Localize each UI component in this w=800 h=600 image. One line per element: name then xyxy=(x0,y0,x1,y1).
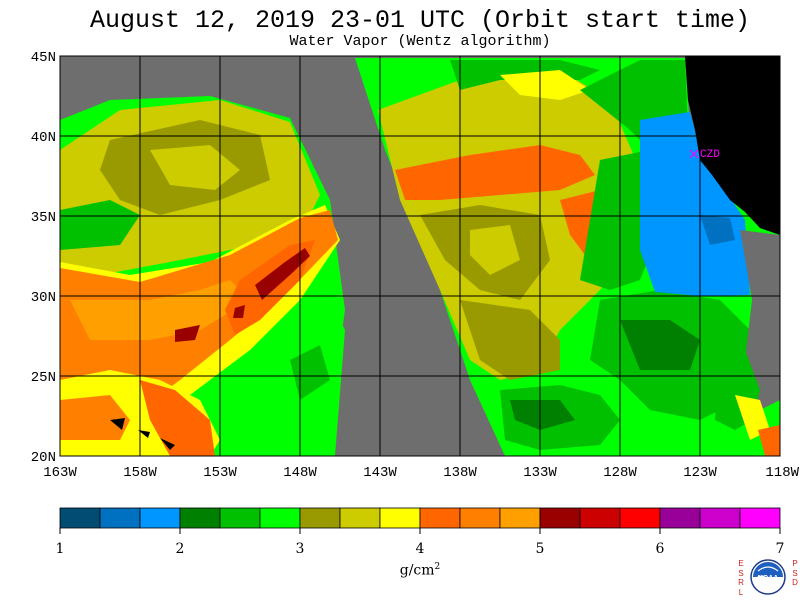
lon-axis: 163W 158W 153W 148W 143W 138W 133W 128W 123W 118W xyxy=(43,465,799,481)
map-frame xyxy=(59,55,781,457)
colorbar-tick-label: 7 xyxy=(776,541,785,557)
lon-tick-label: 148W xyxy=(283,465,317,481)
lat-axis: 45N 40N 35N 30N 25N 20N xyxy=(31,50,56,466)
colorbar-swatch xyxy=(99,507,141,529)
lat-tick-label: 30N xyxy=(31,290,56,306)
colorbar-tick-label: 1 xyxy=(56,541,65,557)
colorbar-swatch xyxy=(259,507,301,529)
colorbar-tick-label: 2 xyxy=(176,541,185,557)
colorbar-swatch xyxy=(459,507,501,529)
colorbar-swatch xyxy=(139,507,181,529)
lat-tick-label: 45N xyxy=(31,50,56,66)
colorbar-ticks: 1 2 3 4 5 6 7 xyxy=(56,528,785,557)
lon-tick-label: 143W xyxy=(363,465,397,481)
colorbar-swatch xyxy=(179,507,221,529)
psd-letter: D xyxy=(792,578,798,587)
colorbar-swatch xyxy=(379,507,421,529)
lat-tick-label: 40N xyxy=(31,130,56,146)
esrl-letter: E xyxy=(738,559,744,568)
lon-tick-label: 133W xyxy=(523,465,557,481)
esrl-letter: R xyxy=(738,578,744,587)
station-icon xyxy=(689,149,699,159)
colorbar-swatch xyxy=(219,507,261,529)
esrl-letter: L xyxy=(738,587,744,597)
station-label: CZD xyxy=(700,149,720,161)
colorbar-swatch xyxy=(699,507,741,529)
esrl-letter: S xyxy=(738,568,744,578)
colorbar-swatch xyxy=(59,507,101,529)
lon-tick-label: 153W xyxy=(203,465,237,481)
colorbar-tick-label: 6 xyxy=(656,541,665,557)
lat-tick-label: 20N xyxy=(31,450,56,466)
lat-tick-label: 35N xyxy=(31,210,56,226)
colorbar-unit: g/cm2 xyxy=(399,562,441,579)
colorbar-swatch xyxy=(499,507,541,529)
map-title: August 12, 2019 23-01 UTC (Orbit start t… xyxy=(89,6,751,35)
psd-letter: S xyxy=(792,568,798,578)
colorbar-tick-label: 5 xyxy=(536,541,545,557)
colorbar-swatch xyxy=(539,507,581,529)
lat-tick-label: 25N xyxy=(31,370,56,386)
colorbar-swatch xyxy=(619,507,661,529)
colorbar-tick-label: 4 xyxy=(416,541,425,557)
noaa-logo-text: NOAA xyxy=(758,575,779,582)
psd-letter: P xyxy=(792,559,798,568)
lon-tick-label: 128W xyxy=(603,465,637,481)
colorbar-swatch xyxy=(579,507,621,529)
colorbar-tick-label: 3 xyxy=(296,541,305,557)
colorbar-swatch xyxy=(419,507,461,529)
lon-tick-label: 163W xyxy=(43,465,77,481)
noaa-logo-icon: NOAA xyxy=(750,559,786,595)
lon-tick-label: 118W xyxy=(765,465,799,481)
station-marker: CZD xyxy=(689,149,720,161)
lon-tick-label: 123W xyxy=(683,465,717,481)
colorbar xyxy=(59,507,781,529)
colorbar-swatch xyxy=(339,507,381,529)
colorbar-swatch xyxy=(739,507,781,529)
map-field xyxy=(60,56,780,456)
map-subtitle: Water Vapor (Wentz algorithm) xyxy=(289,33,551,50)
lon-tick-label: 158W xyxy=(123,465,157,481)
land-mass xyxy=(685,56,780,235)
colorbar-swatch xyxy=(299,507,341,529)
colorbar-swatch xyxy=(659,507,701,529)
lon-tick-label: 138W xyxy=(443,465,477,481)
